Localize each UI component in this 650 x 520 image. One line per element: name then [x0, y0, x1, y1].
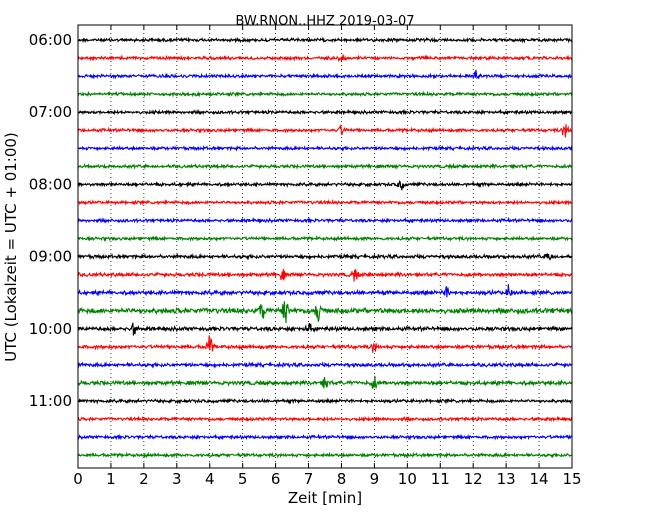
x-tick-label: 7: [304, 470, 314, 488]
chart-title: BW.RNON..HHZ 2019-03-07: [235, 14, 414, 29]
trace-row-0630: [77, 69, 573, 80]
trace-row-0815: [77, 198, 573, 206]
x-tick-label: 9: [370, 470, 380, 488]
y-axis-label: UTC (Lokalzeit = UTC + 01:00): [2, 132, 20, 362]
x-tick-label: 3: [172, 470, 182, 488]
x-tick-label: 12: [464, 470, 483, 488]
x-tick-label: 14: [530, 470, 549, 488]
trace-row-0930: [77, 284, 573, 298]
trace-row-0600: [77, 36, 573, 44]
x-tick-label: 15: [562, 470, 581, 488]
trace-row-0700: [77, 108, 573, 116]
trace-row-0715: [77, 124, 573, 138]
trace-row-0900: [77, 252, 573, 261]
y-tick-label: 09:00: [29, 248, 72, 266]
trace-row-1100: [77, 397, 573, 405]
trace-row-0945: [77, 301, 573, 324]
trace-row-0915: [77, 269, 573, 282]
plot-frame: [77, 24, 573, 469]
trace-row-0615: [77, 54, 573, 62]
x-tick-label: 10: [398, 470, 417, 488]
trace-row-1000: [77, 322, 573, 336]
trace-row-0730: [77, 144, 573, 152]
trace-row-1030: [77, 361, 573, 369]
trace-row-1115: [77, 415, 573, 423]
y-axis-ticks: 06:00 07:00 08:00 09:00 10:00 11:00: [29, 31, 572, 410]
x-axis-label: Zeit [min]: [288, 489, 362, 507]
trace-row-1130: [77, 433, 573, 441]
seismic-traces: [77, 36, 573, 459]
trace-row-0745: [77, 162, 573, 171]
y-tick-label: 11:00: [29, 392, 72, 410]
x-tick-label: 6: [271, 470, 281, 488]
x-tick-label: 13: [497, 470, 516, 488]
x-tick-label: 2: [139, 470, 149, 488]
x-tick-label: 8: [337, 470, 347, 488]
x-tick-label: 4: [205, 470, 215, 488]
trace-row-0800: [77, 179, 573, 191]
x-axis-ticks: 0 1 2 3 4 5 6 7 8 9 10 11 12 13 14 15: [73, 25, 582, 488]
trace-row-1145: [77, 451, 573, 459]
x-tick-label: 0: [73, 470, 83, 488]
y-tick-label: 07:00: [29, 103, 72, 121]
y-tick-label: 06:00: [29, 31, 72, 49]
x-tick-label: 1: [106, 470, 116, 488]
y-tick-label: 10:00: [29, 320, 72, 338]
x-tick-label: 11: [431, 470, 450, 488]
trace-row-1045: [77, 375, 573, 390]
x-tick-label: 5: [238, 470, 248, 488]
trace-row-0830: [77, 216, 573, 224]
trace-row-1015: [77, 335, 573, 353]
trace-row-0645: [77, 90, 573, 98]
trace-row-0845: [77, 234, 573, 243]
y-tick-label: 08:00: [29, 175, 72, 193]
